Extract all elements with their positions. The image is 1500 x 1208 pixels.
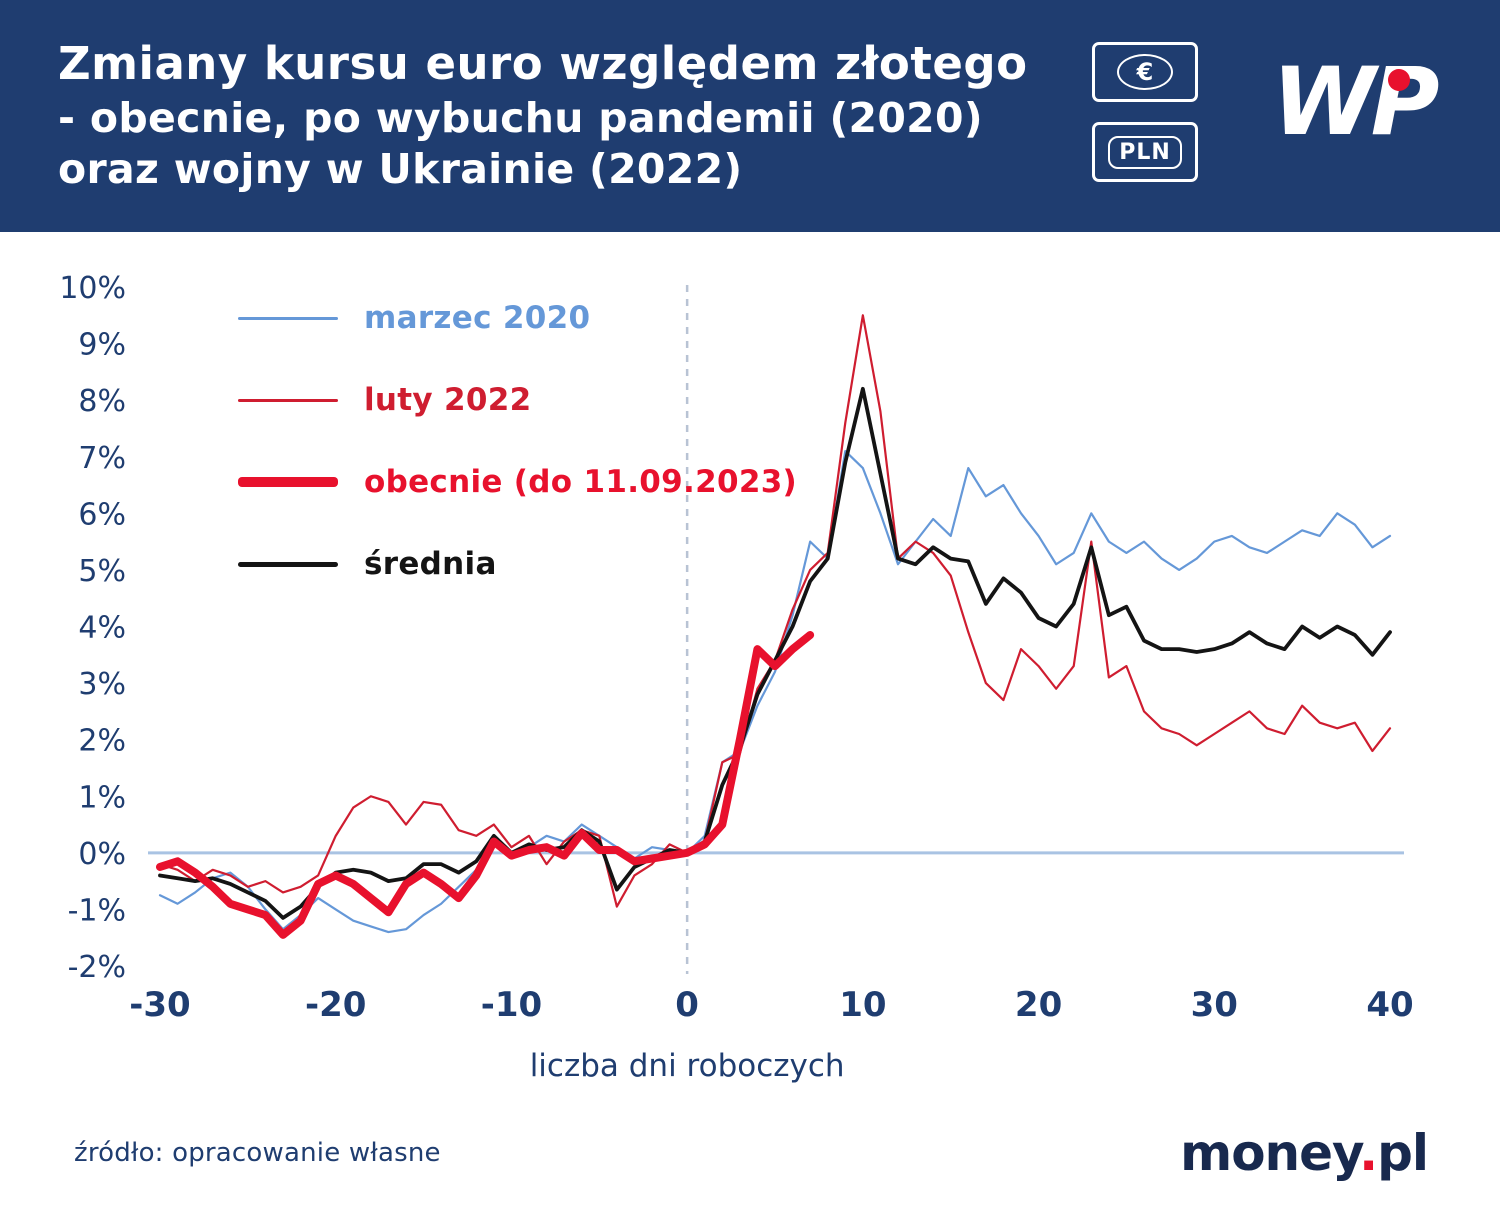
x-tick-label: 0: [675, 985, 699, 1025]
x-tick-label: 10: [839, 985, 886, 1025]
y-tick-label: 0%: [78, 837, 126, 872]
legend-item-marzec-2020: marzec 2020: [238, 300, 797, 336]
legend-line-sample-luty-2022: [238, 398, 338, 402]
legend-label-luty-2022: luty 2022: [364, 382, 532, 418]
legend-item-luty-2022: luty 2022: [238, 382, 797, 418]
moneypl-logo-tld: pl: [1377, 1124, 1429, 1182]
chart-area: 10% 9% 8% 7% 6% 5% 4% 3% 2% 1% 0% -1% -2% -30 -20 -10 0 1…: [0, 232, 1500, 1112]
moneypl-logo-dot: .: [1359, 1124, 1378, 1182]
chart-legend: marzec 2020 luty 2022 obecnie (do 11.09.20…: [238, 300, 797, 628]
euro-banknote-icon: €: [1092, 42, 1198, 102]
pln-banknote-icon: PLN: [1092, 122, 1198, 182]
legend-label-marzec-2020: marzec 2020: [364, 300, 591, 336]
y-tick-label: 6%: [78, 497, 126, 532]
y-tick-label: 7%: [78, 441, 126, 476]
moneypl-logo: money.pl: [1180, 1124, 1429, 1182]
legend-line-sample-rednia: [238, 561, 338, 567]
euro-symbol: €: [1117, 54, 1173, 90]
source-note: źródło: opracowanie własne: [74, 1138, 441, 1168]
y-tick-label: 4%: [78, 611, 126, 646]
legend-label-rednia: średnia: [364, 546, 497, 582]
wp-logo: WP: [1272, 48, 1442, 157]
y-tick-label: 8%: [78, 384, 126, 419]
y-tick-label: -2%: [68, 950, 126, 985]
y-tick-label: -1%: [68, 893, 126, 928]
x-tick-label: 30: [1191, 985, 1238, 1025]
page-title: Zmiany kursu euro względem złotego - obe…: [58, 36, 1028, 232]
title-line-2: - obecnie, po wybuchu pandemii (2020): [58, 93, 983, 142]
series-line-rednia: [158, 386, 1392, 920]
exchange-rate-line-chart: 10% 9% 8% 7% 6% 5% 4% 3% 2% 1% 0% -1% -2%-30 -20 -10 0 1…: [59, 271, 1413, 1084]
y-tick-label: 5%: [78, 554, 126, 589]
x-tick-label: -10: [481, 985, 542, 1025]
series-line-marzec-2020: [158, 449, 1392, 934]
moneypl-logo-main: money: [1180, 1124, 1360, 1182]
legend-line-sample-marzec-2020: [238, 316, 338, 320]
y-tick-label: 10%: [59, 271, 126, 306]
y-tick-label: 9%: [78, 328, 126, 363]
wp-logo-accent: [1388, 69, 1410, 91]
x-tick-label: -20: [305, 985, 366, 1025]
series-line-obecnie-do-11-09-2023: [156, 630, 815, 939]
x-tick-label: 20: [1015, 985, 1062, 1025]
footer: źródło: opracowanie własne money.pl: [0, 1112, 1500, 1208]
y-tick-label: 2%: [78, 724, 126, 759]
title-line-1: Zmiany kursu euro względem złotego: [58, 37, 1028, 90]
x-tick-label: 40: [1366, 985, 1413, 1025]
y-tick-label: 1%: [78, 780, 126, 815]
legend-label-obecnie-do-11-09-2023: obecnie (do 11.09.2023): [364, 464, 798, 500]
legend-line-sample-obecnie-do-11-09-2023: [238, 477, 338, 487]
header: Zmiany kursu euro względem złotego - obe…: [0, 0, 1500, 232]
wp-logo-text: WP: [1272, 48, 1439, 157]
x-tick-label: -30: [129, 985, 190, 1025]
legend-item-obecnie-do-11-09-2023: obecnie (do 11.09.2023): [238, 464, 797, 500]
y-tick-label: 3%: [78, 667, 126, 702]
banknote-icons: € PLN: [1092, 42, 1198, 232]
legend-item-rednia: średnia: [238, 546, 797, 582]
pln-symbol: PLN: [1108, 135, 1182, 169]
title-line-3: oraz wojny w Ukrainie (2022): [58, 145, 743, 194]
x-axis-title: liczba dni roboczych: [530, 1048, 845, 1084]
header-icons: € PLN WP: [1092, 36, 1442, 232]
